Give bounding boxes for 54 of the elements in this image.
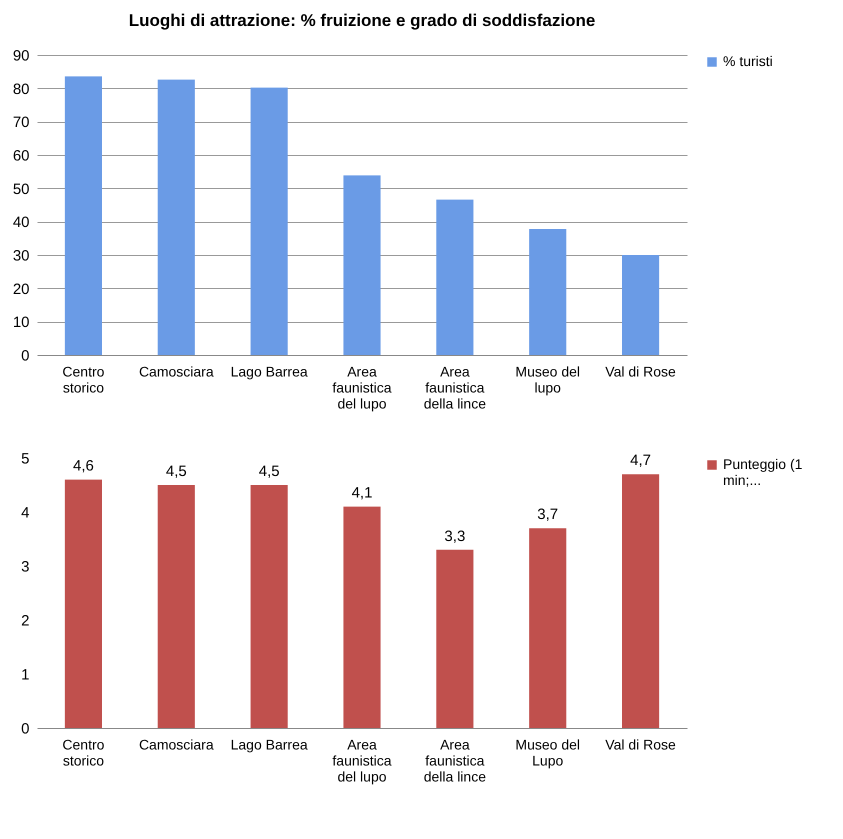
bar xyxy=(529,229,566,355)
x-tick-label: Centro storico xyxy=(62,364,105,396)
bar xyxy=(250,88,288,355)
x-tick-label: Lago Barrea xyxy=(230,736,308,752)
y-tick-label: 40 xyxy=(12,214,30,232)
y-tick-label: 70 xyxy=(12,114,30,132)
x-tick-label: Area faunistica del lupo xyxy=(332,736,392,784)
y-tick-label: 0 xyxy=(21,720,30,738)
legend-label: % turisti xyxy=(723,53,773,69)
x-tick-label: Centro storico xyxy=(62,736,105,768)
bar xyxy=(64,480,102,728)
bar xyxy=(343,175,381,355)
bar xyxy=(622,255,660,355)
data-label: 4,5 xyxy=(166,463,187,480)
data-label: 4,7 xyxy=(630,452,651,470)
y-tick-label: 10 xyxy=(12,314,30,332)
y-tick-label: 30 xyxy=(12,248,30,264)
x-tick-label: Museo del lupo xyxy=(515,364,580,396)
data-label: 4,6 xyxy=(73,458,94,475)
bar xyxy=(343,506,381,728)
x-tick-label: Lago Barrea xyxy=(230,364,308,380)
chart-title: Luoghi di attrazione: % fruizione e grado di soddisfazione xyxy=(128,11,596,30)
bar xyxy=(158,80,195,355)
legend-label: Punteggio (1 min;... xyxy=(723,456,803,488)
x-tick-label: Area faunistica del lupo xyxy=(332,364,392,412)
x-tick-label: Area faunistica della lince xyxy=(424,736,486,784)
y-tick-label: 4 xyxy=(21,504,30,522)
x-tick-label: Val di Rose xyxy=(605,736,676,752)
x-tick-label: Museo del Lupo xyxy=(515,736,580,768)
data-label: 3,7 xyxy=(537,506,558,524)
bar xyxy=(64,76,102,355)
y-tick-label: 50 xyxy=(12,180,30,198)
bar xyxy=(622,474,660,728)
bar xyxy=(436,200,474,355)
bar xyxy=(436,550,474,728)
bar xyxy=(250,485,288,728)
y-tick-label: 20 xyxy=(12,280,30,298)
x-tick-label: Area faunistica della lince xyxy=(424,364,486,412)
x-tick-label: Val di Rose xyxy=(605,364,676,380)
x-tick-label: Camosciara xyxy=(138,364,214,380)
y-tick-label: 5 xyxy=(21,450,30,468)
bar xyxy=(529,528,566,728)
y-tick-label: 80 xyxy=(12,80,30,98)
y-tick-label: 60 xyxy=(12,148,30,164)
bar xyxy=(158,485,195,728)
y-tick-label: 0 xyxy=(21,348,30,364)
data-label: 4,1 xyxy=(352,484,372,502)
y-tick-label: 3 xyxy=(21,558,30,576)
y-tick-label: 1 xyxy=(21,666,30,684)
y-tick-label: 2 xyxy=(21,612,30,630)
y-tick-label: 90 xyxy=(12,48,30,64)
data-label: 3,3 xyxy=(444,528,466,545)
data-label: 4,5 xyxy=(258,463,280,480)
x-tick-label: Camosciara xyxy=(138,736,214,752)
